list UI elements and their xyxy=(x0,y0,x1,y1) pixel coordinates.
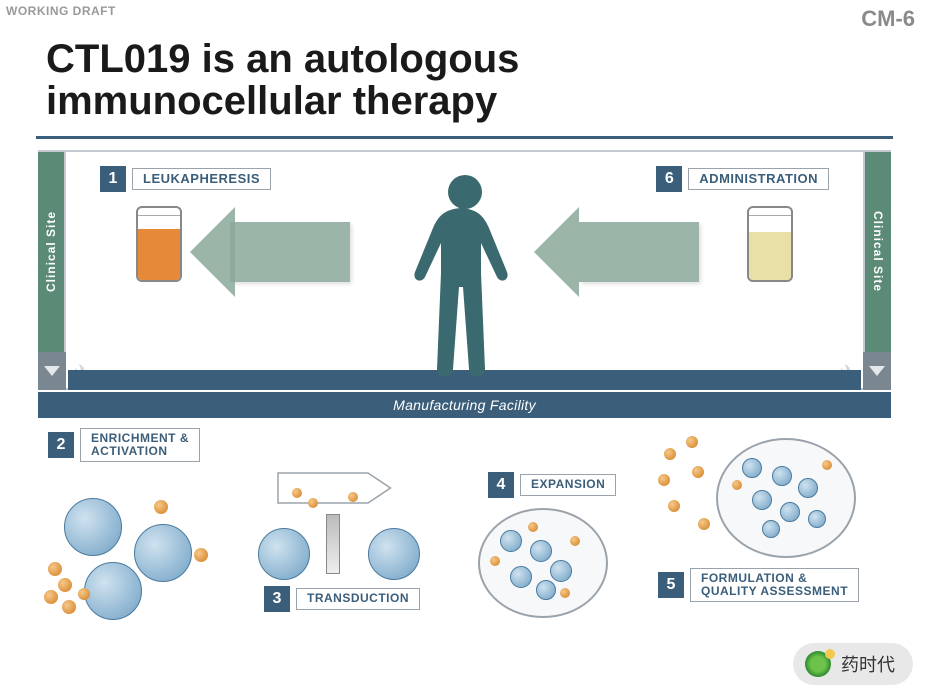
footer-credit-label: 药时代 xyxy=(841,651,895,677)
step-4-label: EXPANSION xyxy=(520,474,616,495)
step-6-label: ADMINISTRATION xyxy=(688,168,829,190)
wechat-icon xyxy=(805,651,831,677)
title-line-1: CTL019 is an autologous xyxy=(46,38,519,80)
step-3-number: 3 xyxy=(264,586,290,612)
step-2: 2 ENRICHMENT & ACTIVATION xyxy=(48,428,200,462)
step-2-graphic xyxy=(44,478,234,628)
step-1-number: 1 xyxy=(100,166,126,192)
chevron-down-left xyxy=(38,352,66,390)
step-4-dish xyxy=(478,508,608,618)
free-bead xyxy=(692,466,704,478)
free-bead xyxy=(698,518,710,530)
manufacturing-banner: Manufacturing Facility xyxy=(38,392,891,418)
step-6: 6 ADMINISTRATION xyxy=(656,166,829,192)
arrow-administration-head xyxy=(534,207,579,297)
side-tab-right-label: Clinical Site xyxy=(871,211,885,292)
clinical-site-panel: Clinical Site Clinical Site ✈ ✈ 1 LEUKAP… xyxy=(38,150,891,390)
human-silhouette-icon xyxy=(400,170,530,384)
title-underline xyxy=(36,136,893,139)
step-1: 1 LEUKAPHERESIS xyxy=(100,166,271,192)
page-title: CTL019 is an autologous immunocellular t… xyxy=(46,38,519,122)
step-3-label: TRANSDUCTION xyxy=(296,588,420,609)
free-bead xyxy=(686,436,698,448)
iv-bag-left-fluid xyxy=(138,216,180,280)
side-tab-left: Clinical Site xyxy=(38,152,66,352)
manufacturing-area: 2 ENRICHMENT & ACTIVATION 3 TRANSDUCTION… xyxy=(38,418,891,677)
arrow-administration xyxy=(579,222,699,282)
free-bead xyxy=(664,448,676,460)
side-tab-right: Clinical Site xyxy=(863,152,891,352)
step-4-number: 4 xyxy=(488,472,514,498)
free-bead xyxy=(658,474,670,486)
side-tab-left-label: Clinical Site xyxy=(44,211,58,292)
step-5-number: 5 xyxy=(658,572,684,598)
step-2-number: 2 xyxy=(48,432,74,458)
arrow-leukapheresis xyxy=(230,222,350,282)
iv-bag-left xyxy=(136,206,182,282)
chevron-down-right xyxy=(863,352,891,390)
step-5: 5 FORMULATION & QUALITY ASSESSMENT xyxy=(658,568,859,602)
page-code: CM-6 xyxy=(861,6,915,32)
step-5-label: FORMULATION & QUALITY ASSESSMENT xyxy=(690,568,859,602)
draft-label: WORKING DRAFT xyxy=(6,4,116,18)
step-3-graphic xyxy=(248,458,448,588)
step-5-dish xyxy=(716,438,856,558)
arrow-leukapheresis-head xyxy=(190,207,235,297)
step-3: 3 TRANSDUCTION xyxy=(264,586,420,612)
step-2-label: ENRICHMENT & ACTIVATION xyxy=(80,428,200,462)
step-4: 4 EXPANSION xyxy=(488,472,616,498)
step-6-number: 6 xyxy=(656,166,682,192)
iv-bag-right xyxy=(747,206,793,282)
footer-credit: 药时代 xyxy=(793,643,913,685)
title-line-2: immunocellular therapy xyxy=(46,80,519,122)
iv-bag-right-fluid xyxy=(749,216,791,280)
step-1-label: LEUKAPHERESIS xyxy=(132,168,271,190)
free-bead xyxy=(668,500,680,512)
